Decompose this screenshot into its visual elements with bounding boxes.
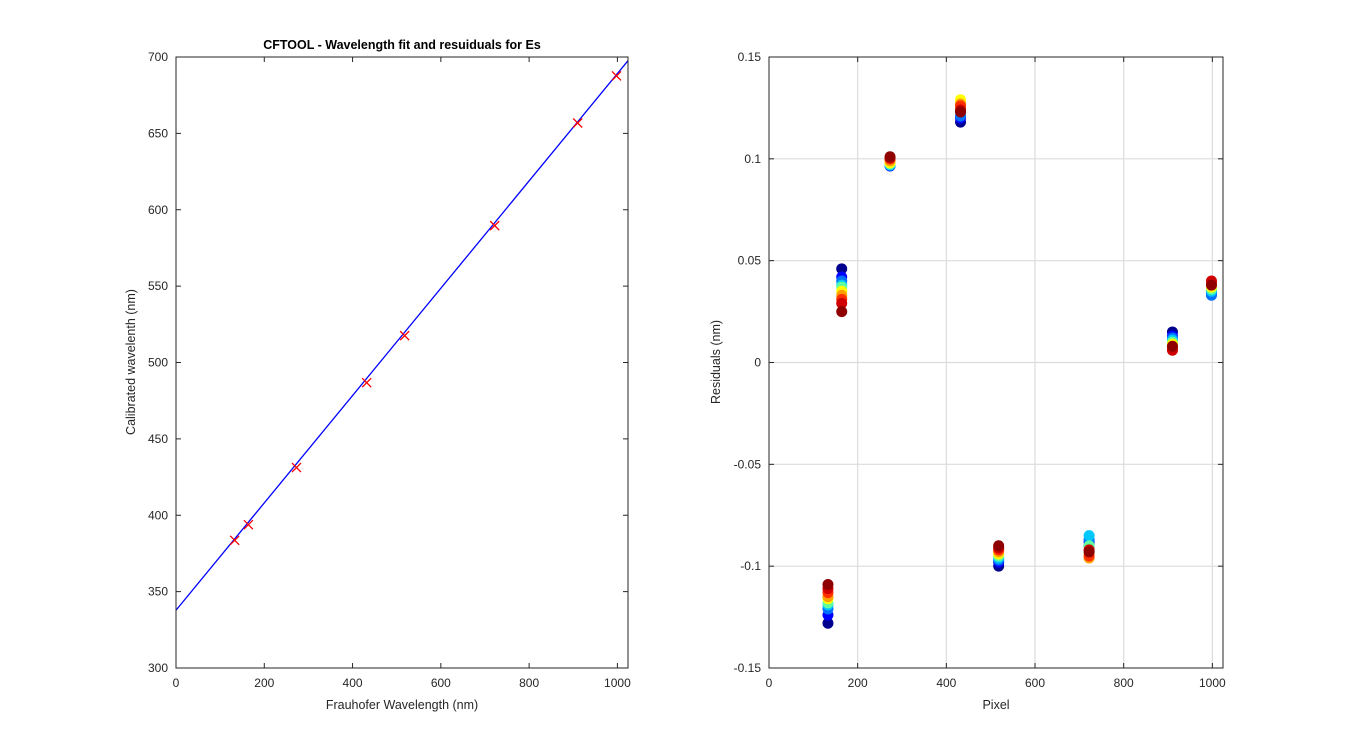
residual-y-axis-label: Residuals (nm): [709, 320, 723, 404]
fit-line: [175, 60, 629, 611]
fit-y-tick-label: 600: [148, 203, 168, 217]
fit-plot-area: [176, 57, 628, 668]
fit-x-tick-label: 800: [519, 676, 539, 690]
fit-point-marker: [243, 519, 254, 530]
fit-point-marker: [361, 377, 372, 388]
fit-y-tick-label: 350: [148, 585, 168, 599]
residual-point: [884, 151, 896, 163]
residual-x-tick-label: 800: [1114, 676, 1134, 690]
residual-x-axis-label: Pixel: [982, 698, 1009, 712]
fit-point-marker: [399, 330, 410, 341]
residual-point: [822, 617, 834, 629]
residual-point: [1083, 530, 1095, 542]
fit-plot-title: CFTOOL - Wavelength fit and resuiduals f…: [263, 38, 541, 52]
fit-point-marker: [572, 118, 583, 128]
residual-point: [1205, 279, 1217, 291]
fit-point-marker: [489, 220, 500, 231]
fit-point-marker: [291, 462, 302, 473]
residual-point: [1083, 546, 1095, 558]
fit-x-axis-label: Frauhofer Wavelength (nm): [326, 698, 478, 712]
fit-point-marker: [229, 535, 240, 546]
residual-x-tick-label: 400: [936, 676, 956, 690]
fit-plot: 0 200 400 600 800 1000 300 350 400 450 500 550 600 65…: [124, 38, 631, 712]
residual-point: [993, 540, 1005, 552]
fit-y-tick-label: 650: [148, 126, 168, 140]
residual-y-tick-label: 0: [754, 356, 761, 370]
fit-x-tick-label: 1000: [604, 676, 631, 690]
residual-point: [1166, 340, 1178, 352]
residual-point: [836, 306, 848, 318]
residual-y-tick-label: -0.1: [740, 559, 761, 573]
residual-point: [836, 263, 848, 275]
residual-plot: 0 200 400 600 800 1000 -0.15 -0.1 -0.05 0 0.05 0.1 0…: [709, 50, 1226, 712]
fit-y-tick-label: 450: [148, 432, 168, 446]
fit-x-tick-label: 200: [254, 676, 274, 690]
residual-point: [955, 106, 967, 118]
fit-y-axis-label: Calibrated wavelenth (nm): [124, 289, 138, 435]
residual-x-tick-label: 1000: [1199, 676, 1226, 690]
fit-x-tick-label: 600: [431, 676, 451, 690]
fit-point-marker: [611, 70, 622, 81]
fit-y-tick-label: 300: [148, 661, 168, 675]
fit-plot-content: [175, 60, 629, 611]
fit-y-tick-label: 500: [148, 356, 168, 370]
fit-x-tick-label: 400: [343, 676, 363, 690]
residual-y-tick-label: -0.05: [734, 457, 762, 471]
residual-x-tick-label: 0: [766, 676, 773, 690]
residual-y-tick-label: -0.15: [734, 661, 762, 675]
fit-y-tick-label: 400: [148, 508, 168, 522]
fit-plot-box: [175, 56, 629, 669]
residual-y-tick-label: 0.15: [738, 50, 762, 64]
residual-y-tick-label: 0.05: [738, 254, 762, 268]
fit-y-tick-label: 550: [148, 279, 168, 293]
residual-y-tick-label: 0.1: [744, 152, 761, 166]
residual-point: [836, 297, 848, 309]
fit-axes: 0 200 400 600 800 1000 300 350 400 450 500 550 600 65…: [148, 50, 631, 690]
fit-x-tick-label: 0: [173, 676, 180, 690]
residual-plot-content: [822, 94, 1217, 629]
residual-x-tick-label: 200: [848, 676, 868, 690]
residual-axes: 0 200 400 600 800 1000 -0.15 -0.1 -0.05 0 0.05 0.1 0…: [734, 50, 1226, 690]
fit-y-tick-label: 700: [148, 50, 168, 64]
residual-x-tick-label: 600: [1025, 676, 1045, 690]
residual-plot-box: [768, 56, 1224, 669]
residual-point: [822, 578, 834, 590]
